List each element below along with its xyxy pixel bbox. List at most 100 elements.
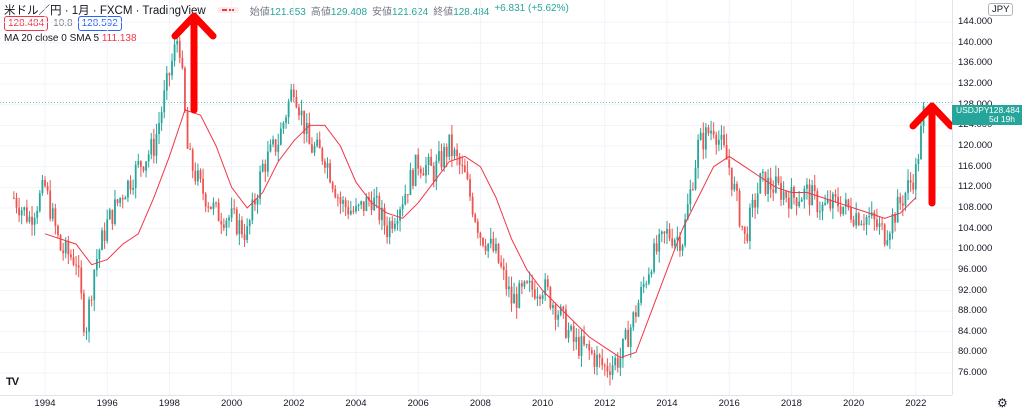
indicator-legend[interactable]: MA 20 close 0 SMA 5 111.138 — [4, 33, 137, 44]
sell-button[interactable]: 128.484 — [4, 16, 49, 31]
candle-body — [549, 287, 552, 308]
candle-body — [790, 187, 793, 209]
candle-body — [313, 146, 316, 153]
candle-body — [220, 221, 223, 225]
candle-body — [668, 229, 671, 239]
candle-body — [839, 206, 842, 214]
candle-body — [438, 151, 440, 161]
candle-body — [59, 234, 62, 251]
candle-body — [150, 139, 153, 155]
candle-body — [795, 197, 798, 207]
candle-body — [466, 172, 469, 180]
time-axis[interactable] — [0, 395, 952, 412]
candle-body — [772, 189, 775, 193]
candle-body — [601, 357, 604, 366]
ohlc-change: +6.831 (+5.62%) — [494, 2, 569, 14]
tradingview-logo-icon[interactable]: TV — [6, 376, 19, 388]
candle-body — [290, 89, 293, 102]
candle-body — [720, 134, 723, 140]
candle-body — [606, 366, 609, 372]
candle-body — [736, 183, 738, 191]
candle-body — [440, 151, 443, 168]
candle-body — [585, 344, 588, 346]
candle-body — [863, 223, 865, 225]
candle-body — [489, 238, 492, 244]
candle-body — [254, 199, 256, 205]
candle-body — [883, 224, 886, 245]
candle-body — [106, 219, 109, 241]
buy-button[interactable]: 128.592 — [77, 16, 122, 31]
candle-body — [344, 200, 347, 208]
currency-selector[interactable]: JPY — [988, 3, 1014, 16]
indicator-label: MA 20 close 0 SMA 5 — [4, 33, 100, 44]
candle-body — [679, 236, 681, 251]
trade-buttons: 128.484 10.8 128.592 — [4, 16, 122, 31]
candle-body — [590, 350, 593, 354]
candle-body — [388, 221, 391, 238]
candle-body — [88, 299, 90, 332]
candle-body — [129, 180, 132, 190]
candle-body — [137, 161, 140, 165]
price-chart[interactable] — [0, 0, 952, 395]
candle-body — [824, 202, 826, 205]
candle-body — [819, 211, 821, 213]
candle-body — [264, 163, 267, 172]
x-tick-label: 1994 — [34, 398, 56, 409]
candle-body — [723, 134, 725, 146]
candle-body — [888, 233, 891, 241]
candle-body — [741, 225, 744, 227]
candle-body — [684, 219, 687, 246]
x-tick-label: 1998 — [158, 398, 180, 409]
candle-body — [414, 154, 417, 186]
candle-body — [715, 134, 718, 145]
candle-body — [251, 199, 254, 221]
gear-icon[interactable]: ⚙ — [997, 396, 1008, 410]
candle-body — [331, 182, 334, 189]
candle-body — [826, 199, 829, 203]
candle-body — [308, 122, 311, 145]
candle-body — [878, 223, 881, 227]
candle-body — [147, 154, 150, 162]
candle-body — [189, 148, 192, 150]
candle-body — [541, 295, 544, 300]
candle-body — [178, 40, 181, 58]
candle-body — [562, 306, 565, 310]
candle-body — [329, 163, 331, 183]
candle-body — [531, 280, 534, 290]
candle-body — [518, 283, 521, 308]
candle-body — [909, 180, 912, 183]
ohlc-close: 終値128.484 — [433, 6, 490, 18]
candle-body — [430, 156, 433, 166]
candle-body — [699, 132, 702, 140]
candle-body — [774, 176, 777, 193]
candle-body — [222, 224, 225, 228]
candle-body — [570, 326, 573, 330]
last-price-value: 128.484 — [989, 105, 1020, 115]
price-axis[interactable] — [952, 0, 1024, 395]
candle-body — [101, 230, 103, 251]
candle-body — [844, 199, 847, 207]
candle-body — [419, 168, 422, 174]
candle-body — [588, 344, 591, 351]
candle-body — [635, 312, 637, 317]
candle-body — [837, 196, 839, 207]
candle-body — [417, 154, 420, 169]
x-tick-label: 2020 — [843, 398, 865, 409]
candle-body — [67, 240, 70, 255]
candle-body — [303, 110, 306, 134]
candle-body — [25, 207, 28, 222]
candle-body — [865, 217, 868, 225]
candle-body — [139, 161, 142, 167]
candle-body — [360, 201, 363, 205]
candle-body — [694, 167, 697, 190]
candle-body — [256, 198, 259, 205]
candle-body — [907, 180, 909, 193]
symbol-title[interactable]: 米ドル／円 · 1月 · FXCM · TradingView — [4, 5, 206, 17]
candle-body — [160, 112, 163, 124]
peak-arrow-head — [171, 12, 217, 40]
candle-body — [355, 205, 357, 212]
candle-body — [692, 189, 694, 191]
candle-body — [132, 187, 135, 190]
candle-body — [756, 193, 759, 208]
moving-average-line — [44, 109, 917, 359]
